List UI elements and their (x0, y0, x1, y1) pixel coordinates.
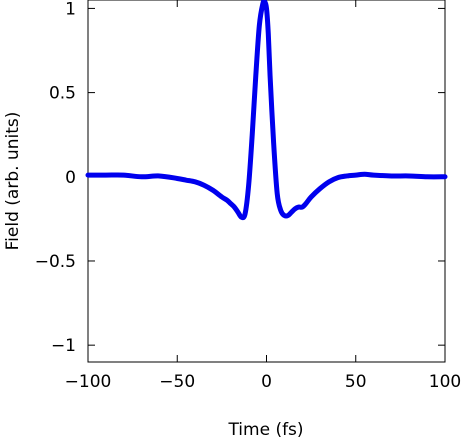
x-tick-label: 0 (261, 372, 272, 392)
ticks: −100 −50 0 50 100 1 0.5 0 −0.5 −1 (35, 0, 461, 392)
plot-area (87, 0, 446, 363)
plot-frame (87, 0, 446, 363)
x-tick-label: 100 (429, 372, 461, 392)
x-tick-label: −50 (159, 372, 195, 392)
y-tick-label: −1 (51, 336, 76, 356)
series-line (85, 0, 448, 221)
x-tick-label: −100 (65, 372, 112, 392)
y-tick-label: 1 (65, 0, 76, 19)
y-axis-label: Field (arb. units) (3, 112, 23, 251)
series-group (85, 0, 448, 221)
y-tick-label: 0 (65, 168, 76, 188)
y-tick-label: 0.5 (49, 84, 76, 104)
x-tick-label: 50 (345, 372, 367, 392)
x-axis-label: Time (fs) (227, 420, 303, 440)
y-tick-label: −0.5 (35, 252, 76, 272)
